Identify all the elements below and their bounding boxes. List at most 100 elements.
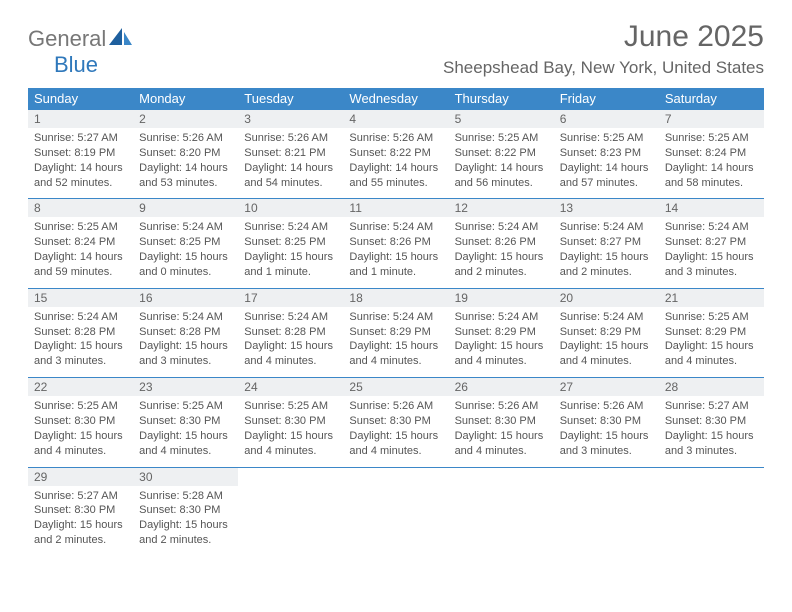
week-body-row: Sunrise: 5:25 AMSunset: 8:24 PMDaylight:…: [28, 217, 764, 288]
daylight-line1: Daylight: 14 hours: [560, 161, 653, 176]
day-content-cell: Sunrise: 5:24 AMSunset: 8:28 PMDaylight:…: [238, 307, 343, 378]
sunset-text: Sunset: 8:23 PM: [560, 146, 653, 161]
day-number-cell: 3: [238, 110, 343, 129]
daylight-line2: and 57 minutes.: [560, 176, 653, 191]
sunset-text: Sunset: 8:30 PM: [349, 414, 442, 429]
day-number-cell: 26: [449, 378, 554, 397]
day-number-cell: 29: [28, 467, 133, 486]
day-number-cell: 2: [133, 110, 238, 129]
sunset-text: Sunset: 8:30 PM: [139, 503, 232, 518]
sunrise-text: Sunrise: 5:24 AM: [665, 220, 758, 235]
day-content-cell: Sunrise: 5:24 AMSunset: 8:29 PMDaylight:…: [449, 307, 554, 378]
day-content-cell: [554, 486, 659, 556]
daylight-line2: and 4 minutes.: [665, 354, 758, 369]
sunrise-text: Sunrise: 5:26 AM: [349, 399, 442, 414]
day-content-cell: Sunrise: 5:24 AMSunset: 8:27 PMDaylight:…: [554, 217, 659, 288]
day-details: Sunrise: 5:24 AMSunset: 8:28 PMDaylight:…: [133, 307, 238, 369]
day-number-cell: 21: [659, 288, 764, 307]
daylight-line1: Daylight: 15 hours: [34, 429, 127, 444]
daylight-line1: Daylight: 14 hours: [244, 161, 337, 176]
day-number-cell: 27: [554, 378, 659, 397]
sunset-text: Sunset: 8:30 PM: [139, 414, 232, 429]
daylight-line2: and 4 minutes.: [560, 354, 653, 369]
day-header-row: Sunday Monday Tuesday Wednesday Thursday…: [28, 88, 764, 110]
day-content-cell: Sunrise: 5:25 AMSunset: 8:24 PMDaylight:…: [28, 217, 133, 288]
daylight-line2: and 4 minutes.: [34, 444, 127, 459]
day-details: Sunrise: 5:26 AMSunset: 8:30 PMDaylight:…: [554, 396, 659, 458]
sunset-text: Sunset: 8:26 PM: [349, 235, 442, 250]
day-number-cell: 30: [133, 467, 238, 486]
calendar-table: Sunday Monday Tuesday Wednesday Thursday…: [28, 88, 764, 556]
day-details: Sunrise: 5:24 AMSunset: 8:25 PMDaylight:…: [238, 217, 343, 279]
sunrise-text: Sunrise: 5:24 AM: [34, 310, 127, 325]
day-details: Sunrise: 5:24 AMSunset: 8:29 PMDaylight:…: [554, 307, 659, 369]
sunrise-text: Sunrise: 5:26 AM: [139, 131, 232, 146]
sunrise-text: Sunrise: 5:25 AM: [455, 131, 548, 146]
day-details: Sunrise: 5:25 AMSunset: 8:22 PMDaylight:…: [449, 128, 554, 190]
day-number-cell: 22: [28, 378, 133, 397]
sunset-text: Sunset: 8:28 PM: [244, 325, 337, 340]
sunset-text: Sunset: 8:30 PM: [34, 503, 127, 518]
day-content-cell: Sunrise: 5:27 AMSunset: 8:30 PMDaylight:…: [28, 486, 133, 556]
sunset-text: Sunset: 8:29 PM: [665, 325, 758, 340]
day-details: Sunrise: 5:27 AMSunset: 8:30 PMDaylight:…: [28, 486, 133, 548]
sunset-text: Sunset: 8:28 PM: [34, 325, 127, 340]
day-details: Sunrise: 5:24 AMSunset: 8:26 PMDaylight:…: [449, 217, 554, 279]
empty-day: [659, 486, 764, 536]
empty-day: [343, 486, 448, 536]
day-content-cell: [659, 486, 764, 556]
day-details: Sunrise: 5:28 AMSunset: 8:30 PMDaylight:…: [133, 486, 238, 548]
daylight-line2: and 4 minutes.: [244, 354, 337, 369]
sunset-text: Sunset: 8:29 PM: [455, 325, 548, 340]
daylight-line1: Daylight: 15 hours: [244, 339, 337, 354]
day-details: Sunrise: 5:25 AMSunset: 8:24 PMDaylight:…: [28, 217, 133, 279]
col-monday: Monday: [133, 88, 238, 110]
day-content-cell: Sunrise: 5:24 AMSunset: 8:29 PMDaylight:…: [343, 307, 448, 378]
day-details: Sunrise: 5:25 AMSunset: 8:30 PMDaylight:…: [133, 396, 238, 458]
sunrise-text: Sunrise: 5:24 AM: [455, 220, 548, 235]
day-number-cell: 7: [659, 110, 764, 129]
sunrise-text: Sunrise: 5:25 AM: [244, 399, 337, 414]
day-number-cell: 6: [554, 110, 659, 129]
day-number-cell: 15: [28, 288, 133, 307]
day-details: Sunrise: 5:24 AMSunset: 8:28 PMDaylight:…: [28, 307, 133, 369]
day-number-cell: 25: [343, 378, 448, 397]
sunrise-text: Sunrise: 5:27 AM: [34, 131, 127, 146]
sunset-text: Sunset: 8:20 PM: [139, 146, 232, 161]
daylight-line2: and 54 minutes.: [244, 176, 337, 191]
daylight-line1: Daylight: 15 hours: [349, 339, 442, 354]
daylight-line2: and 55 minutes.: [349, 176, 442, 191]
day-details: Sunrise: 5:24 AMSunset: 8:25 PMDaylight:…: [133, 217, 238, 279]
col-tuesday: Tuesday: [238, 88, 343, 110]
sunrise-text: Sunrise: 5:24 AM: [139, 310, 232, 325]
daylight-line2: and 4 minutes.: [349, 354, 442, 369]
day-content-cell: Sunrise: 5:24 AMSunset: 8:27 PMDaylight:…: [659, 217, 764, 288]
day-details: Sunrise: 5:24 AMSunset: 8:29 PMDaylight:…: [449, 307, 554, 369]
daylight-line1: Daylight: 14 hours: [34, 250, 127, 265]
daylight-line2: and 4 minutes.: [455, 354, 548, 369]
daylight-line1: Daylight: 15 hours: [349, 429, 442, 444]
sunset-text: Sunset: 8:24 PM: [665, 146, 758, 161]
daylight-line1: Daylight: 14 hours: [455, 161, 548, 176]
day-details: Sunrise: 5:26 AMSunset: 8:20 PMDaylight:…: [133, 128, 238, 190]
day-number-cell: 28: [659, 378, 764, 397]
week-daynum-row: 22232425262728: [28, 378, 764, 397]
day-content-cell: Sunrise: 5:26 AMSunset: 8:30 PMDaylight:…: [343, 396, 448, 467]
day-number-cell: 9: [133, 199, 238, 218]
sunrise-text: Sunrise: 5:26 AM: [455, 399, 548, 414]
day-content-cell: Sunrise: 5:25 AMSunset: 8:30 PMDaylight:…: [28, 396, 133, 467]
sunrise-text: Sunrise: 5:25 AM: [665, 310, 758, 325]
location-subtitle: Sheepshead Bay, New York, United States: [443, 58, 764, 78]
day-content-cell: Sunrise: 5:25 AMSunset: 8:30 PMDaylight:…: [133, 396, 238, 467]
daylight-line2: and 3 minutes.: [139, 354, 232, 369]
day-number-cell: [343, 467, 448, 486]
day-content-cell: Sunrise: 5:26 AMSunset: 8:21 PMDaylight:…: [238, 128, 343, 199]
daylight-line1: Daylight: 15 hours: [244, 429, 337, 444]
day-content-cell: Sunrise: 5:26 AMSunset: 8:22 PMDaylight:…: [343, 128, 448, 199]
sunset-text: Sunset: 8:19 PM: [34, 146, 127, 161]
sunrise-text: Sunrise: 5:27 AM: [665, 399, 758, 414]
brand-part2: Blue: [54, 52, 98, 77]
day-content-cell: Sunrise: 5:24 AMSunset: 8:25 PMDaylight:…: [133, 217, 238, 288]
day-number-cell: 12: [449, 199, 554, 218]
day-number-cell: [659, 467, 764, 486]
